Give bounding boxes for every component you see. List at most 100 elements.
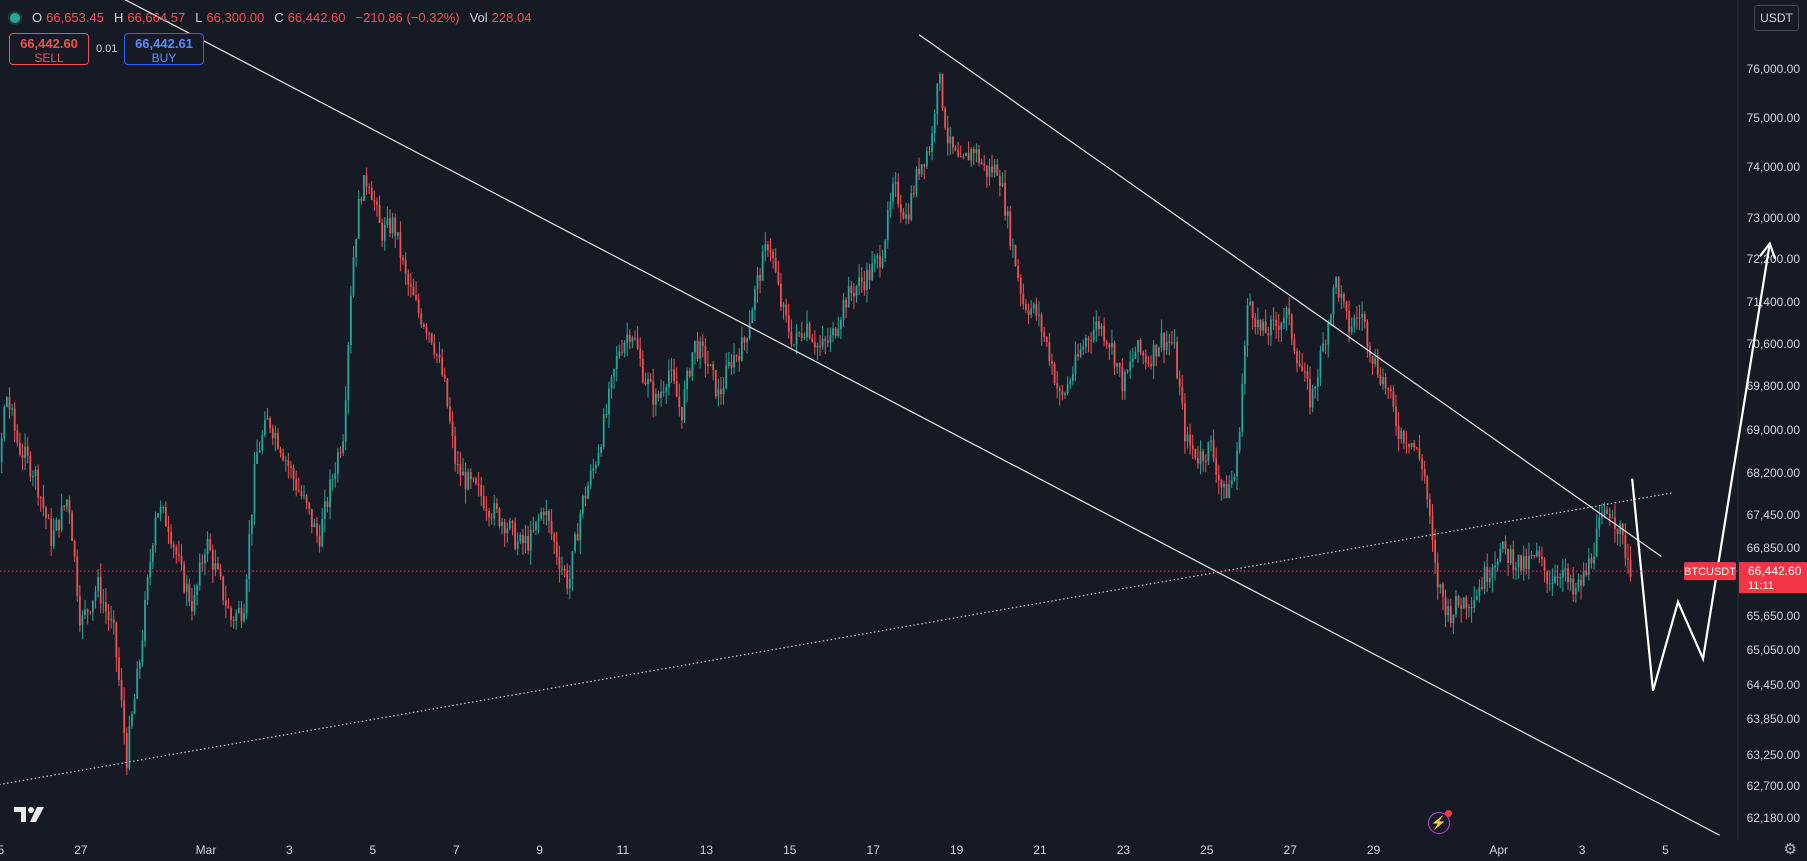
low-value: 66,300.00 bbox=[206, 10, 265, 25]
candle-body bbox=[761, 251, 764, 281]
candle-body bbox=[1434, 539, 1437, 563]
channel-trendline[interactable] bbox=[52, 0, 1720, 836]
candle-body bbox=[26, 446, 29, 456]
candle-body bbox=[1345, 301, 1348, 311]
candle-body bbox=[918, 168, 920, 175]
candle-body bbox=[204, 554, 206, 564]
candle-body bbox=[975, 149, 978, 154]
candle-body bbox=[1501, 541, 1504, 550]
x-tick-label: 27 bbox=[74, 843, 88, 857]
dotted-trendline[interactable] bbox=[0, 492, 1674, 793]
buy-label: BUY bbox=[151, 51, 177, 65]
settings-gear-icon[interactable]: ⚙ bbox=[1783, 841, 1797, 858]
buy-button[interactable]: 66,442.61 BUY bbox=[124, 33, 204, 65]
candle-body bbox=[795, 332, 798, 345]
candle-body bbox=[1262, 321, 1264, 331]
candle-body bbox=[751, 310, 754, 324]
candle-body bbox=[1009, 211, 1012, 247]
time-axis[interactable]: 25 27 Mar 3 5 7 9 11 13 15 17 19 21 23 25 27 29 Apr 3 5 bbox=[0, 843, 1669, 857]
candle-body bbox=[978, 149, 980, 163]
candle-body bbox=[660, 391, 662, 398]
currency-button[interactable]: USDT bbox=[1754, 5, 1799, 31]
candle-body bbox=[939, 74, 941, 84]
candle-body bbox=[712, 364, 715, 371]
candle-body bbox=[5, 397, 8, 407]
y-tick-label: 65,650.00 bbox=[1747, 609, 1801, 623]
candle-body bbox=[1238, 431, 1241, 451]
candle-body bbox=[47, 517, 50, 519]
candle-body bbox=[58, 519, 60, 531]
candle-body bbox=[519, 534, 522, 542]
candle-body bbox=[962, 156, 965, 158]
y-tick-label: 64,450.00 bbox=[1747, 678, 1801, 692]
candle-body bbox=[1374, 358, 1377, 365]
candle-body bbox=[759, 274, 761, 281]
tradingview-logo-icon[interactable] bbox=[12, 804, 46, 824]
candle-body bbox=[691, 352, 694, 377]
candle-body bbox=[1528, 555, 1530, 569]
candle-body bbox=[1251, 301, 1254, 319]
candle-body bbox=[730, 362, 733, 368]
candle-body bbox=[1017, 266, 1020, 278]
candle-body bbox=[32, 476, 34, 478]
candle-body bbox=[1413, 442, 1416, 448]
candle-body bbox=[1267, 333, 1270, 336]
projection-path[interactable] bbox=[1631, 243, 1771, 691]
lightning-icon[interactable]: ⚡ bbox=[1428, 810, 1452, 834]
candle-body bbox=[678, 396, 681, 408]
drawings[interactable] bbox=[0, 0, 1777, 836]
candle-body bbox=[19, 442, 21, 455]
candle-body bbox=[63, 505, 66, 507]
candle-body bbox=[1561, 570, 1564, 578]
candle-body bbox=[980, 162, 983, 164]
candle-body bbox=[287, 460, 290, 466]
candle-body bbox=[1212, 440, 1215, 459]
candle-body bbox=[941, 74, 944, 109]
candle-body bbox=[394, 217, 397, 236]
candle-body bbox=[1189, 434, 1192, 446]
candle-body bbox=[230, 607, 232, 620]
price-axis[interactable]: 76,000.0075,000.0074,000.0073,000.0072,2… bbox=[1737, 0, 1801, 840]
change-value: −210.86 (−0.32%) bbox=[355, 10, 460, 25]
candle-body bbox=[1348, 310, 1351, 333]
candle-body bbox=[498, 508, 501, 526]
candle-body bbox=[243, 612, 245, 622]
candle-body bbox=[673, 369, 675, 381]
candle-body bbox=[1538, 550, 1541, 557]
candle-body bbox=[717, 389, 720, 397]
candle-body bbox=[542, 511, 545, 516]
candle-body bbox=[1350, 326, 1353, 333]
sell-button[interactable]: 66,442.60 SELL bbox=[9, 33, 89, 65]
candle-body bbox=[89, 611, 92, 613]
candle-body bbox=[540, 511, 543, 519]
y-tick-label: 75,000.00 bbox=[1747, 111, 1801, 125]
candle-body bbox=[443, 374, 446, 379]
channel-trendline[interactable] bbox=[918, 34, 1662, 557]
candle-body bbox=[373, 199, 376, 202]
candle-body bbox=[222, 576, 225, 601]
candle-body bbox=[185, 583, 188, 592]
y-tick-label: 67,450.00 bbox=[1747, 508, 1801, 522]
candle-body bbox=[1126, 370, 1129, 373]
candle-body bbox=[149, 562, 152, 577]
candle-body bbox=[274, 433, 277, 439]
candle-body bbox=[623, 342, 626, 353]
candle-body bbox=[237, 607, 240, 613]
candle-body bbox=[1071, 373, 1074, 381]
candle-body bbox=[389, 218, 391, 234]
candle-body bbox=[454, 436, 457, 464]
candle-body bbox=[1418, 448, 1421, 459]
candle-body bbox=[842, 299, 845, 320]
candle-body bbox=[871, 263, 874, 280]
candle-body bbox=[1402, 430, 1405, 443]
candle-body bbox=[42, 497, 45, 508]
candle-body bbox=[146, 576, 149, 600]
candle-body bbox=[480, 484, 483, 497]
candle-body bbox=[641, 358, 644, 382]
candle-body bbox=[787, 315, 790, 332]
candle-body bbox=[1056, 383, 1059, 389]
candle-body bbox=[561, 568, 563, 570]
candle-body bbox=[1290, 314, 1293, 340]
candle-body bbox=[837, 328, 840, 336]
